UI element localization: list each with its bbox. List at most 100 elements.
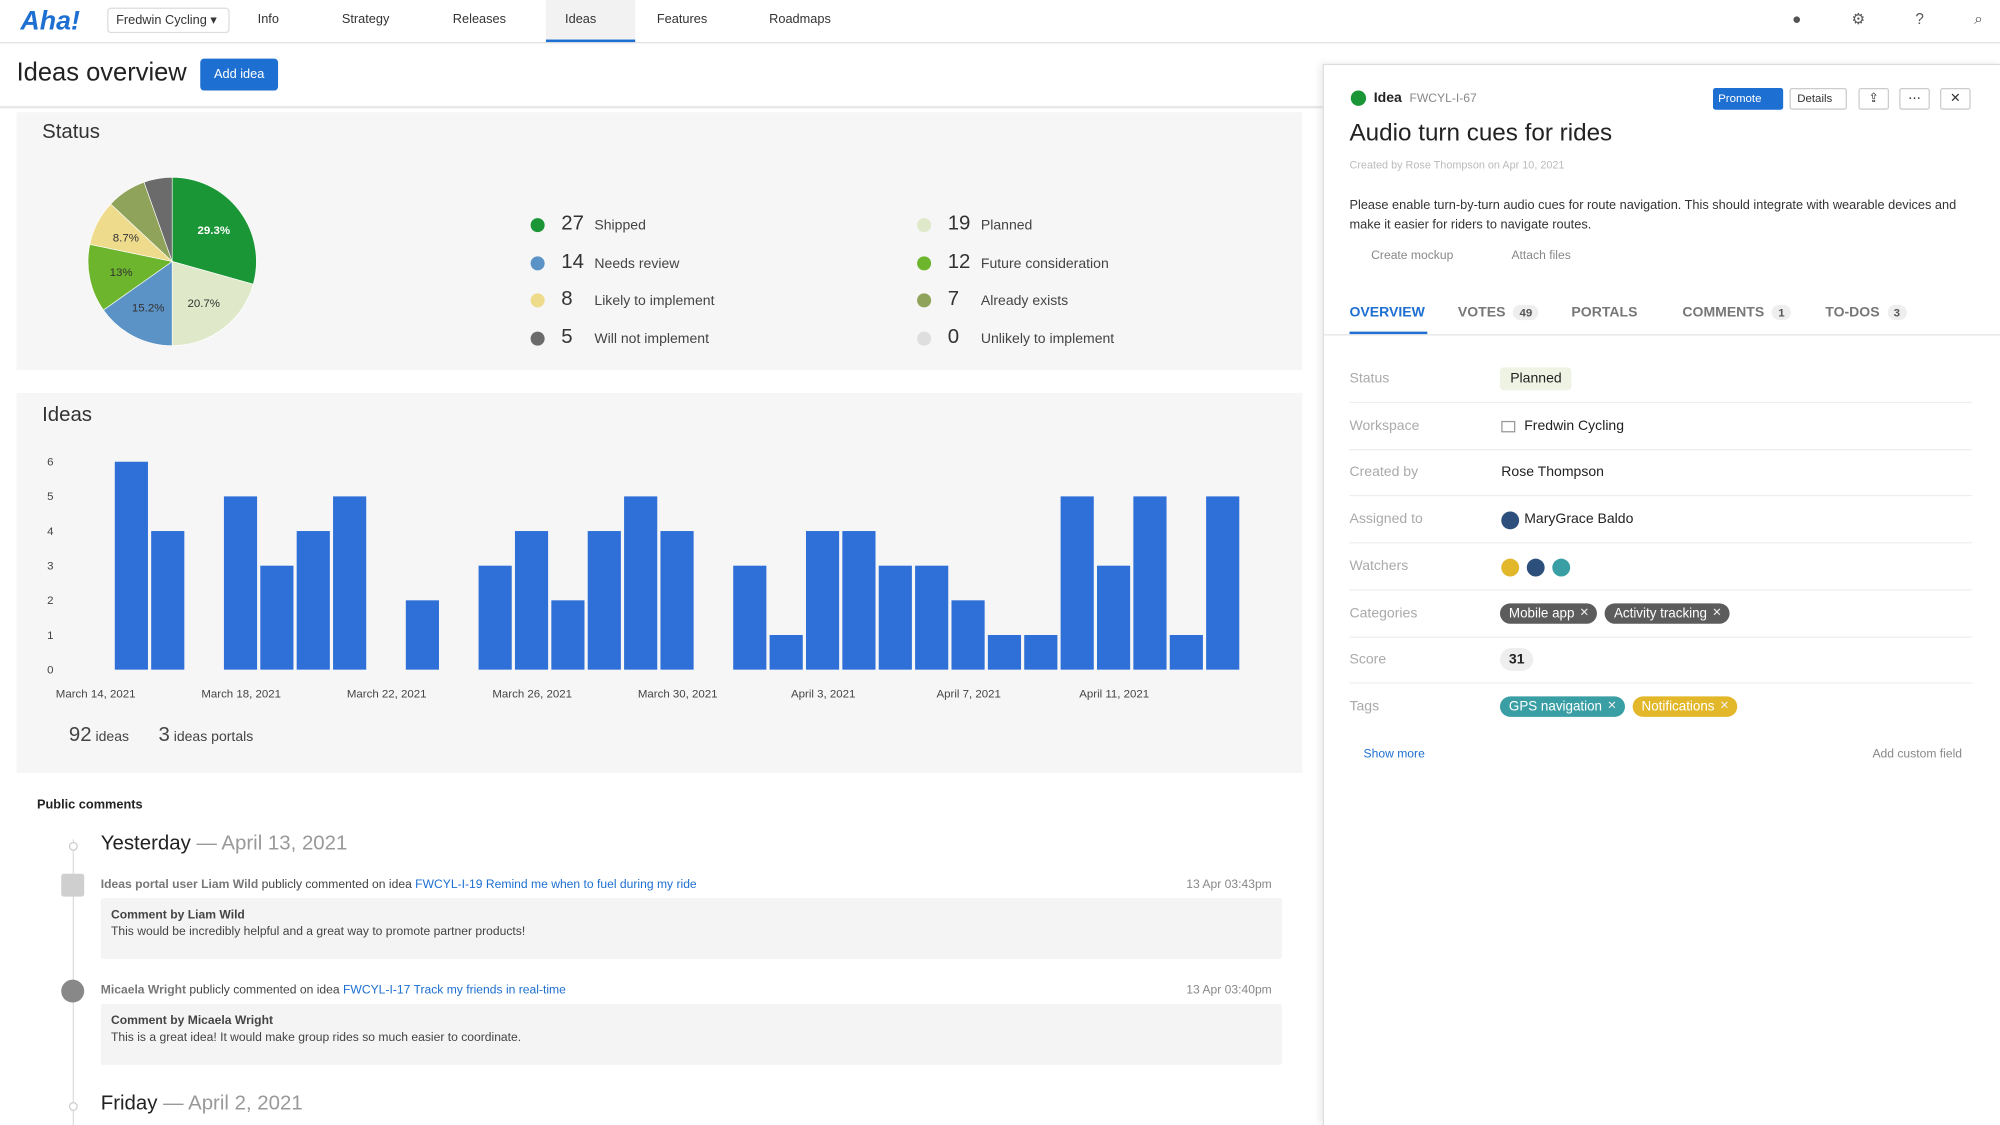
field-value: 31 <box>1499 648 1534 672</box>
icon-button[interactable]: ⋯ <box>1899 88 1930 110</box>
bar <box>769 634 803 670</box>
pie-slice <box>143 176 173 262</box>
workspace-name: Fredwin Cycling <box>116 14 207 29</box>
show-more[interactable]: Show more <box>1363 747 1425 762</box>
detail-panel <box>1322 63 2000 1125</box>
field-label: Categories <box>1349 605 1418 621</box>
add-custom-field[interactable]: Add custom field <box>1872 747 1963 762</box>
group-heading: Friday — April 2, 2021 <box>101 1093 303 1116</box>
chip-remove[interactable]: ✕ <box>1579 605 1590 618</box>
group-heading: Yesterday — April 13, 2021 <box>101 833 348 856</box>
nav-tab[interactable]: Strategy <box>341 12 390 27</box>
comment-title: Comment by Micaela Wright <box>110 1014 274 1029</box>
x-tick-label: April 3, 2021 <box>791 689 855 701</box>
idea-description: Please enable turn-by-turn audio cues fo… <box>1349 198 1957 233</box>
idea-link[interactable]: FWCYL-I-19 Remind me when to fuel during… <box>415 877 697 892</box>
nav-tab[interactable]: Roadmaps <box>769 12 831 27</box>
idea-title: Audio turn cues for rides <box>1349 119 1613 147</box>
bar <box>842 531 876 670</box>
nav-tab[interactable]: Info <box>257 12 279 27</box>
tabs-divider <box>1323 334 2000 336</box>
legend-label: Shipped <box>594 218 646 234</box>
idea-link[interactable]: FWCYL-I-17 Track my friends in real-time <box>343 983 566 998</box>
portals-count: 3 <box>158 724 170 747</box>
x-tick-label: March 22, 2021 <box>347 689 427 701</box>
chip-remove[interactable]: ✕ <box>1719 698 1730 712</box>
ideas-title: Ideas <box>42 404 93 427</box>
field-label: Workspace <box>1349 417 1420 434</box>
watcher-avatar <box>1501 558 1520 577</box>
detail-tab[interactable]: PORTALS <box>1571 304 1638 321</box>
bar <box>951 600 985 670</box>
bar <box>114 461 148 670</box>
bar <box>1096 565 1131 670</box>
field-value: MaryGrace Baldo <box>1524 511 1634 527</box>
promote-button[interactable]: Promote <box>1713 88 1784 110</box>
bar <box>660 531 694 670</box>
y-tick-label: 3 <box>47 561 53 573</box>
bar <box>260 565 294 670</box>
bar-chart: 0 1 2 3 4 5 6 March 14, 2021 March 18, 2021 March… <box>47 457 1240 701</box>
activity-action: publicly commented on idea <box>189 983 340 998</box>
field-divider <box>1349 682 1972 684</box>
x-tick-label: March 30, 2021 <box>638 689 718 701</box>
bar <box>296 531 330 670</box>
detail-tab[interactable]: TO-DOS 3 <box>1825 304 1907 321</box>
logo[interactable]: Aha! <box>20 6 80 36</box>
x-tick-label: April 11, 2021 <box>1079 689 1149 701</box>
ideas-label: ideas <box>95 729 130 745</box>
idea-action[interactable]: Attach files <box>1511 248 1571 263</box>
comments-title: Public comments <box>36 798 143 813</box>
status-title: Status <box>42 121 100 143</box>
nav-tab[interactable]: Releases <box>452 12 506 27</box>
legend-label: Unlikely to implement <box>980 330 1115 347</box>
pie-slice <box>87 243 173 311</box>
idea-icon <box>1350 90 1367 106</box>
chip-remove[interactable]: ✕ <box>1607 698 1617 712</box>
idea-action[interactable]: Create mockup <box>1371 248 1454 263</box>
field-label: Tags <box>1349 698 1380 715</box>
detail-tab[interactable]: COMMENTS 1 <box>1682 304 1792 321</box>
group-date: — April 2, 2021 <box>163 1093 303 1115</box>
bar <box>1169 634 1203 670</box>
avatar <box>61 979 85 1003</box>
watcher-avatar <box>1552 558 1571 577</box>
page-title: Ideas overview <box>16 58 187 87</box>
nav-tab[interactable]: Features <box>656 12 708 27</box>
slice-label: 15.2% <box>132 303 165 315</box>
legend-dot <box>917 293 932 308</box>
workspace-select[interactable]: Fredwin Cycling ▾ <box>107 7 230 34</box>
bar <box>587 531 621 670</box>
activity-line: Micaela Wright publicly commented on ide… <box>101 983 566 997</box>
group-day: Friday <box>100 1093 158 1115</box>
comment-title: Comment by Liam Wild <box>110 908 245 923</box>
nav-icons: ● ⚙ ? ⌕ + <box>1792 10 2000 29</box>
add-idea-button[interactable]: Add idea <box>200 58 279 91</box>
legend-label: Planned <box>980 218 1033 234</box>
timeline-dot <box>68 841 78 851</box>
activity-line: Ideas portal user Liam Wild publicly com… <box>101 878 697 892</box>
bar <box>915 565 949 670</box>
bar <box>1024 634 1058 670</box>
slice-label: 29.3% <box>198 225 231 237</box>
x-tick-label: April 7, 2021 <box>937 689 1001 701</box>
icon-button[interactable]: ⇪ <box>1858 88 1890 110</box>
x-tick-label: March 14, 2021 <box>56 689 136 701</box>
field-value: Rose Thompson <box>1501 464 1604 481</box>
bar <box>514 531 549 670</box>
field-divider <box>1349 495 1972 497</box>
activity-user: Ideas portal user Liam Wild <box>100 877 259 892</box>
field-label: Assigned to <box>1349 511 1423 527</box>
chip-remove[interactable]: ✕ <box>1712 605 1722 618</box>
activity-time: 13 Apr 03:40pm <box>1186 983 1272 998</box>
comment-box <box>100 1003 1282 1066</box>
nav-tab[interactable]: Ideas <box>565 12 597 27</box>
detail-tab[interactable]: OVERVIEW <box>1349 304 1425 321</box>
x-tick-label: March 18, 2021 <box>201 689 281 701</box>
details-button[interactable]: Details <box>1789 88 1847 110</box>
field-label: Score <box>1349 652 1387 668</box>
icon-button[interactable]: ✕ <box>1940 88 1971 110</box>
bar <box>333 496 367 670</box>
detail-tab[interactable]: VOTES 49 <box>1458 304 1539 321</box>
legend-dot <box>530 330 545 346</box>
